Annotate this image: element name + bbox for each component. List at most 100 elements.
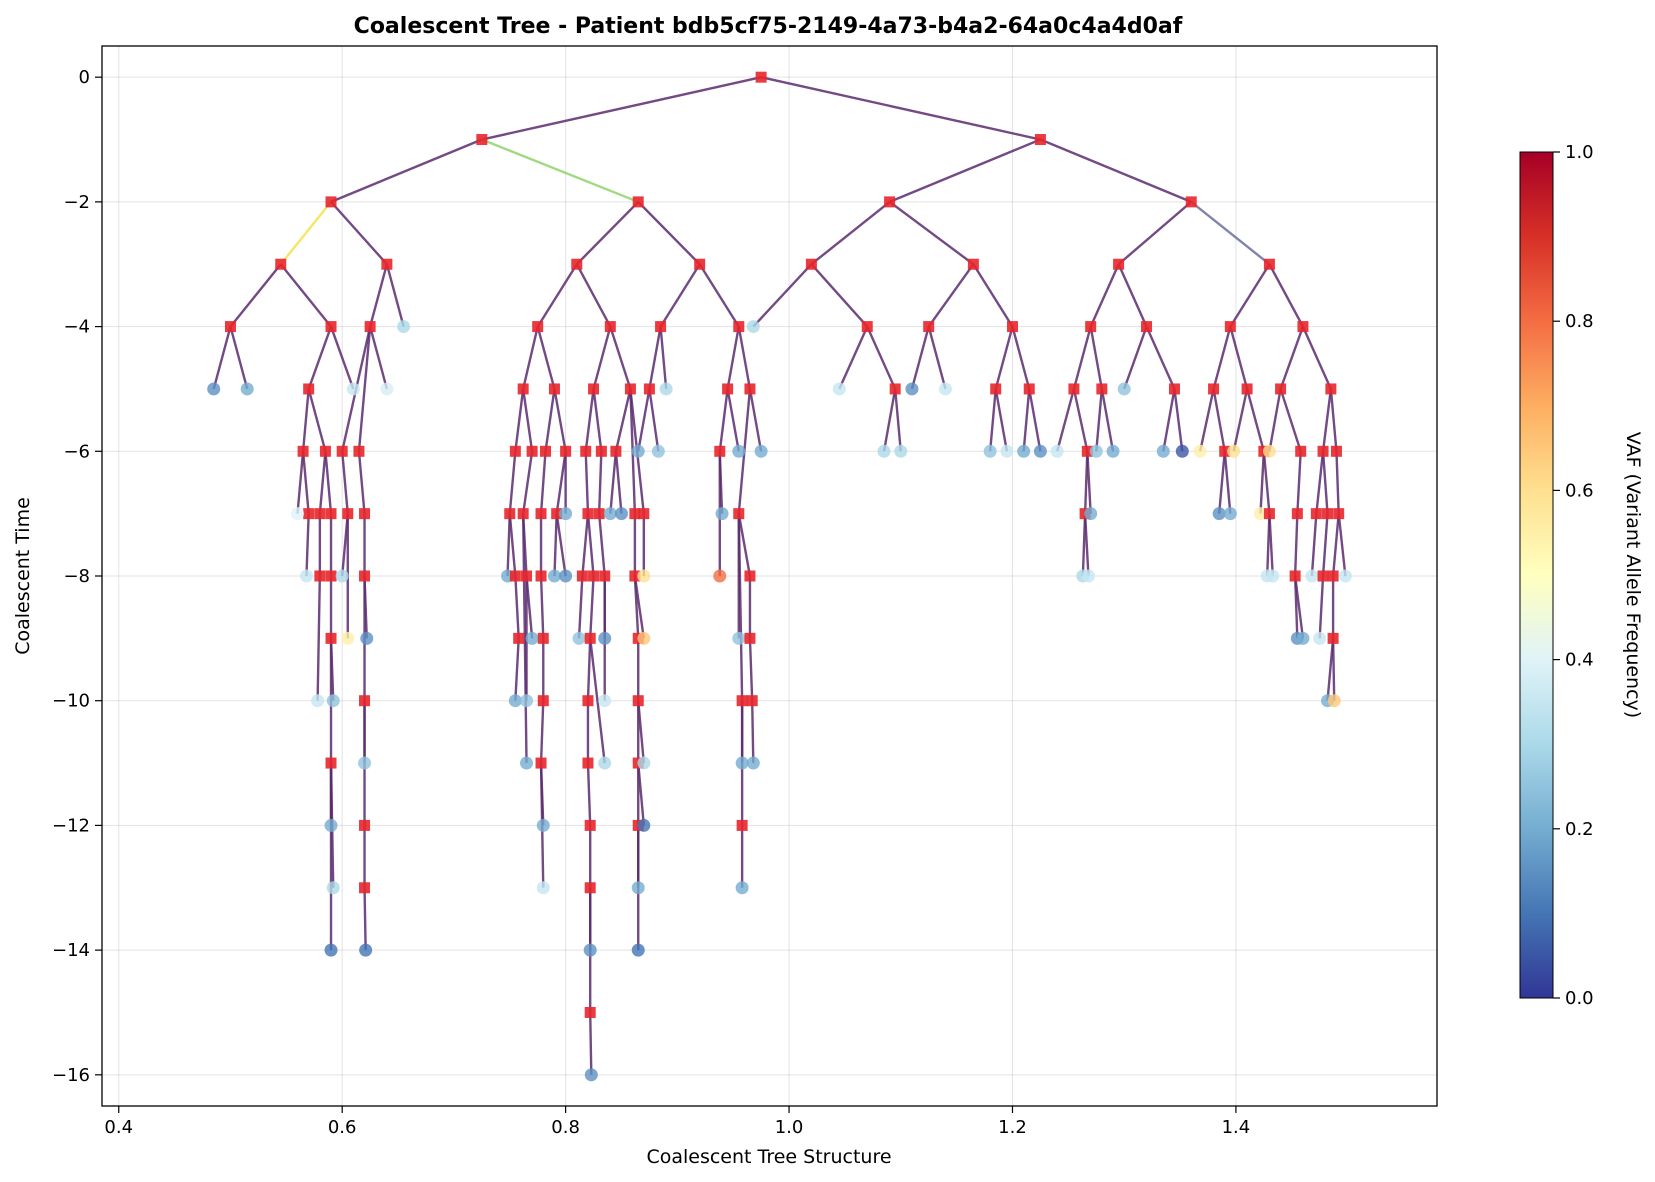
internal-node (224, 321, 236, 333)
internal-node (923, 321, 935, 333)
tree-edge (994, 326, 1014, 390)
leaf-node (598, 756, 612, 770)
leaf-node (631, 943, 645, 957)
colorbar: 0.0 0.2 0.4 0.6 0.8 1.0 VAF (Variant Allele F… (1519, 142, 1644, 1009)
internal-node (336, 445, 348, 457)
tree-edge (1318, 575, 1325, 639)
tree-edge (659, 326, 668, 390)
y-tick-label: −10 (52, 691, 90, 712)
tree-edge (514, 575, 520, 639)
y-axis-ticks: 0 −2 −4 −6 −8 −10 −12 −14 −16 (52, 67, 102, 1086)
tree-edge (584, 388, 595, 452)
tree-edge (586, 513, 595, 577)
internal-node (325, 570, 337, 582)
tree-edge (1293, 513, 1299, 577)
leaf-node (832, 382, 846, 396)
tree-edge (279, 263, 332, 328)
leaf-node (559, 569, 573, 583)
internal-node (359, 882, 371, 894)
internal-node (889, 383, 901, 395)
colorbar-tick-label: 0.8 (1565, 311, 1594, 332)
colorbar-label: VAF (Variant Allele Frequency) (1622, 432, 1644, 718)
internal-node (714, 445, 726, 457)
leaf-node (1193, 444, 1207, 458)
tree-edge (1262, 451, 1271, 514)
internal-node (733, 508, 745, 520)
tree-edge (577, 575, 584, 639)
internal-node (1113, 258, 1125, 270)
internal-node (319, 445, 331, 457)
tree-edge (810, 200, 891, 266)
tree-edge (1083, 513, 1090, 577)
leaf-node (631, 444, 645, 458)
leaf-node (547, 569, 561, 583)
internal-node (537, 632, 549, 644)
leaf-node (598, 694, 612, 708)
leaf-node (326, 881, 340, 895)
x-tick-label: 0.4 (104, 1117, 133, 1138)
tree-edge (1321, 513, 1329, 577)
internal-node (1327, 632, 1339, 644)
x-tick-label: 0.8 (551, 1117, 580, 1138)
internal-node (580, 445, 592, 457)
leaf-node (735, 881, 749, 895)
tree-edge (866, 326, 897, 390)
leaf-node (341, 631, 355, 645)
internal-node (535, 757, 547, 769)
leaf-node (536, 818, 550, 832)
tree-edge (575, 201, 640, 266)
internal-node (629, 570, 641, 582)
leaf-node (1327, 694, 1341, 708)
internal-node (1333, 508, 1345, 520)
tree-edge (1337, 513, 1347, 577)
tree-edge (330, 138, 483, 203)
tree-edge (1089, 263, 1120, 328)
internal-node (1330, 445, 1342, 457)
leaf-node (583, 943, 597, 957)
internal-node (805, 258, 817, 270)
tree-edges (212, 76, 1347, 1075)
tree-edge (614, 451, 623, 514)
leaf-node (536, 881, 550, 895)
leaf-node (584, 1068, 598, 1082)
tree-edge (329, 326, 355, 390)
internal-node (517, 383, 529, 395)
internal-node (1096, 383, 1108, 395)
leaf-node (1033, 444, 1047, 458)
tree-edge (726, 326, 740, 390)
tree-edge (330, 201, 388, 266)
internal-node (722, 383, 734, 395)
leaf-node (559, 507, 573, 521)
x-tick-label: 0.6 (328, 1117, 357, 1138)
internal-node (582, 757, 594, 769)
tree-edge (307, 388, 327, 452)
internal-node (540, 445, 552, 457)
tree-edge (307, 326, 333, 390)
tree-edge (318, 451, 327, 514)
y-tick-label: −6 (63, 441, 90, 462)
internal-node (509, 570, 521, 582)
tree-edge (748, 388, 763, 452)
tree-edge (1056, 388, 1076, 452)
tree-edge (889, 138, 1041, 203)
tree-edge (927, 326, 947, 390)
leaf-node (360, 631, 374, 645)
internal-node (1208, 383, 1220, 395)
tree-edge (648, 326, 662, 390)
internal-node (624, 383, 636, 395)
tree-edge (357, 451, 366, 514)
tree-edge (514, 638, 520, 701)
tree-edge (726, 388, 740, 452)
leaf-node (1227, 444, 1241, 458)
internal-node (694, 258, 706, 270)
internal-node (509, 445, 521, 457)
tree-edge (514, 388, 525, 452)
tree-edge (1212, 326, 1232, 390)
internal-node (744, 632, 756, 644)
internal-node (1263, 258, 1275, 270)
x-axis-ticks: 0.4 0.6 0.8 1.0 1.2 1.4 (104, 1106, 1250, 1138)
tree-edge (597, 513, 606, 577)
leaf-node (359, 943, 373, 957)
internal-node (643, 383, 655, 395)
internal-node (560, 445, 572, 457)
